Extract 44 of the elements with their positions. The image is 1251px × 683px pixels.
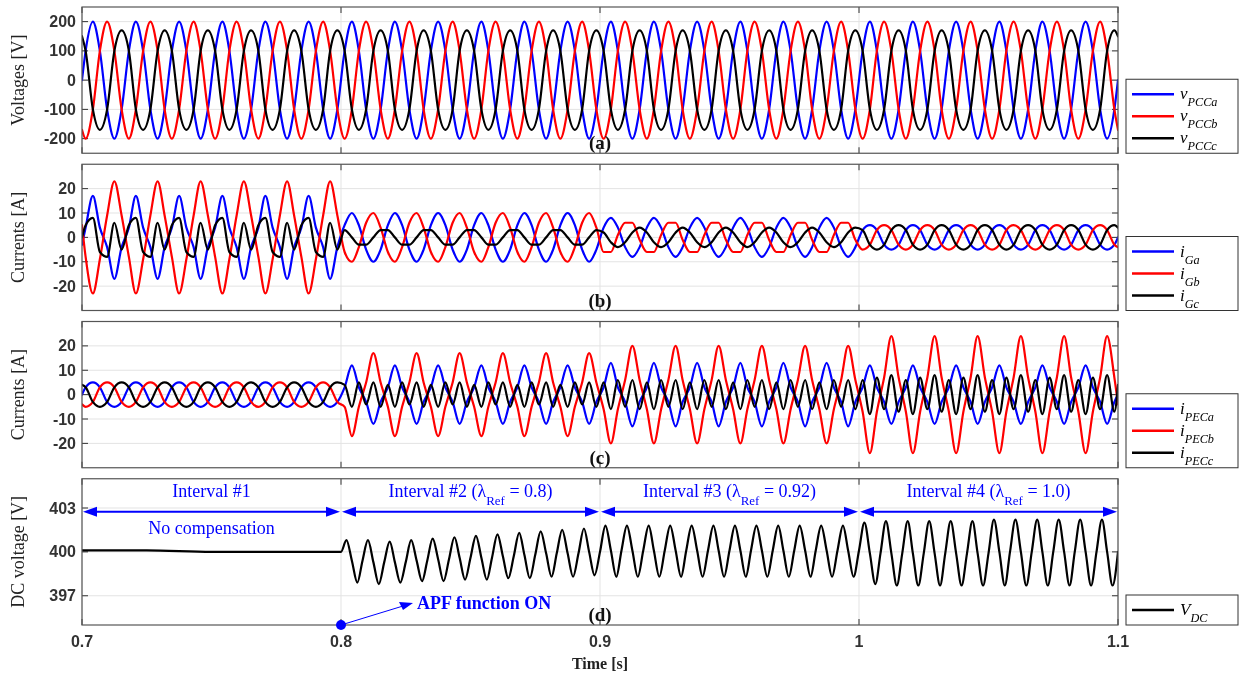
y-tick-label: -20 <box>52 277 77 295</box>
annotation: Interval #3 (λ$_{Ref}$ = 0.92) <box>642 480 817 508</box>
y-tick-label: -10 <box>52 410 77 428</box>
y-tick-label: 20 <box>58 180 77 198</box>
annotation: Interval #4 (λ$_{Ref}$ = 1.0) <box>906 480 1071 508</box>
y-tick-label: 10 <box>58 361 77 379</box>
annotation: (b) <box>588 289 612 312</box>
y-axis-title: Voltages [V] <box>8 34 28 126</box>
y-tick-label: 0 <box>67 228 77 246</box>
line-series <box>82 518 1118 587</box>
annotation: Interval #1 No compensation <box>148 480 275 538</box>
annotation: (d) <box>588 604 612 626</box>
line-series <box>82 374 1118 416</box>
y-tick-label: 0 <box>67 386 77 404</box>
x-axis-title: Time [s] <box>571 655 629 672</box>
line-series <box>82 216 1118 258</box>
x-tick-label: 0.7 <box>70 633 94 650</box>
y-tick-label: -20 <box>52 434 77 452</box>
annotation: (a) <box>588 132 612 155</box>
y-axis-title: Currents [A] <box>8 348 28 441</box>
y-tick-label: -100 <box>43 100 77 118</box>
y-tick-label: -10 <box>52 253 77 271</box>
y-tick-label: 10 <box>58 204 77 222</box>
y-tick-label: 200 <box>49 13 77 31</box>
line-series <box>82 194 1118 280</box>
annotation: APF function ON <box>417 593 552 613</box>
y-tick-label: 100 <box>49 42 77 60</box>
annotation: Interval #2 (λ$_{Ref}$ = 0.8) <box>388 480 553 508</box>
x-tick-label: 1.1 <box>1106 633 1130 650</box>
y-axis-title: DC voltage [V] <box>8 495 28 608</box>
y-tick-label: 0 <box>67 71 77 89</box>
line-series <box>82 361 1118 428</box>
y-tick-label: 400 <box>49 543 77 561</box>
y-tick-label: -200 <box>43 130 77 148</box>
x-tick-label: 1 <box>854 633 864 650</box>
y-axis-title: Currents [A] <box>8 191 28 284</box>
y-tick-label: 20 <box>58 337 77 355</box>
x-tick-label: 0.9 <box>588 633 612 650</box>
legend-label: V$_{DC}$ <box>1180 600 1209 625</box>
annotation: (c) <box>589 446 611 469</box>
line-series <box>82 180 1118 295</box>
x-tick-label: 0.8 <box>329 633 353 650</box>
y-tick-label: 403 <box>49 499 77 517</box>
y-tick-label: 397 <box>49 587 77 605</box>
